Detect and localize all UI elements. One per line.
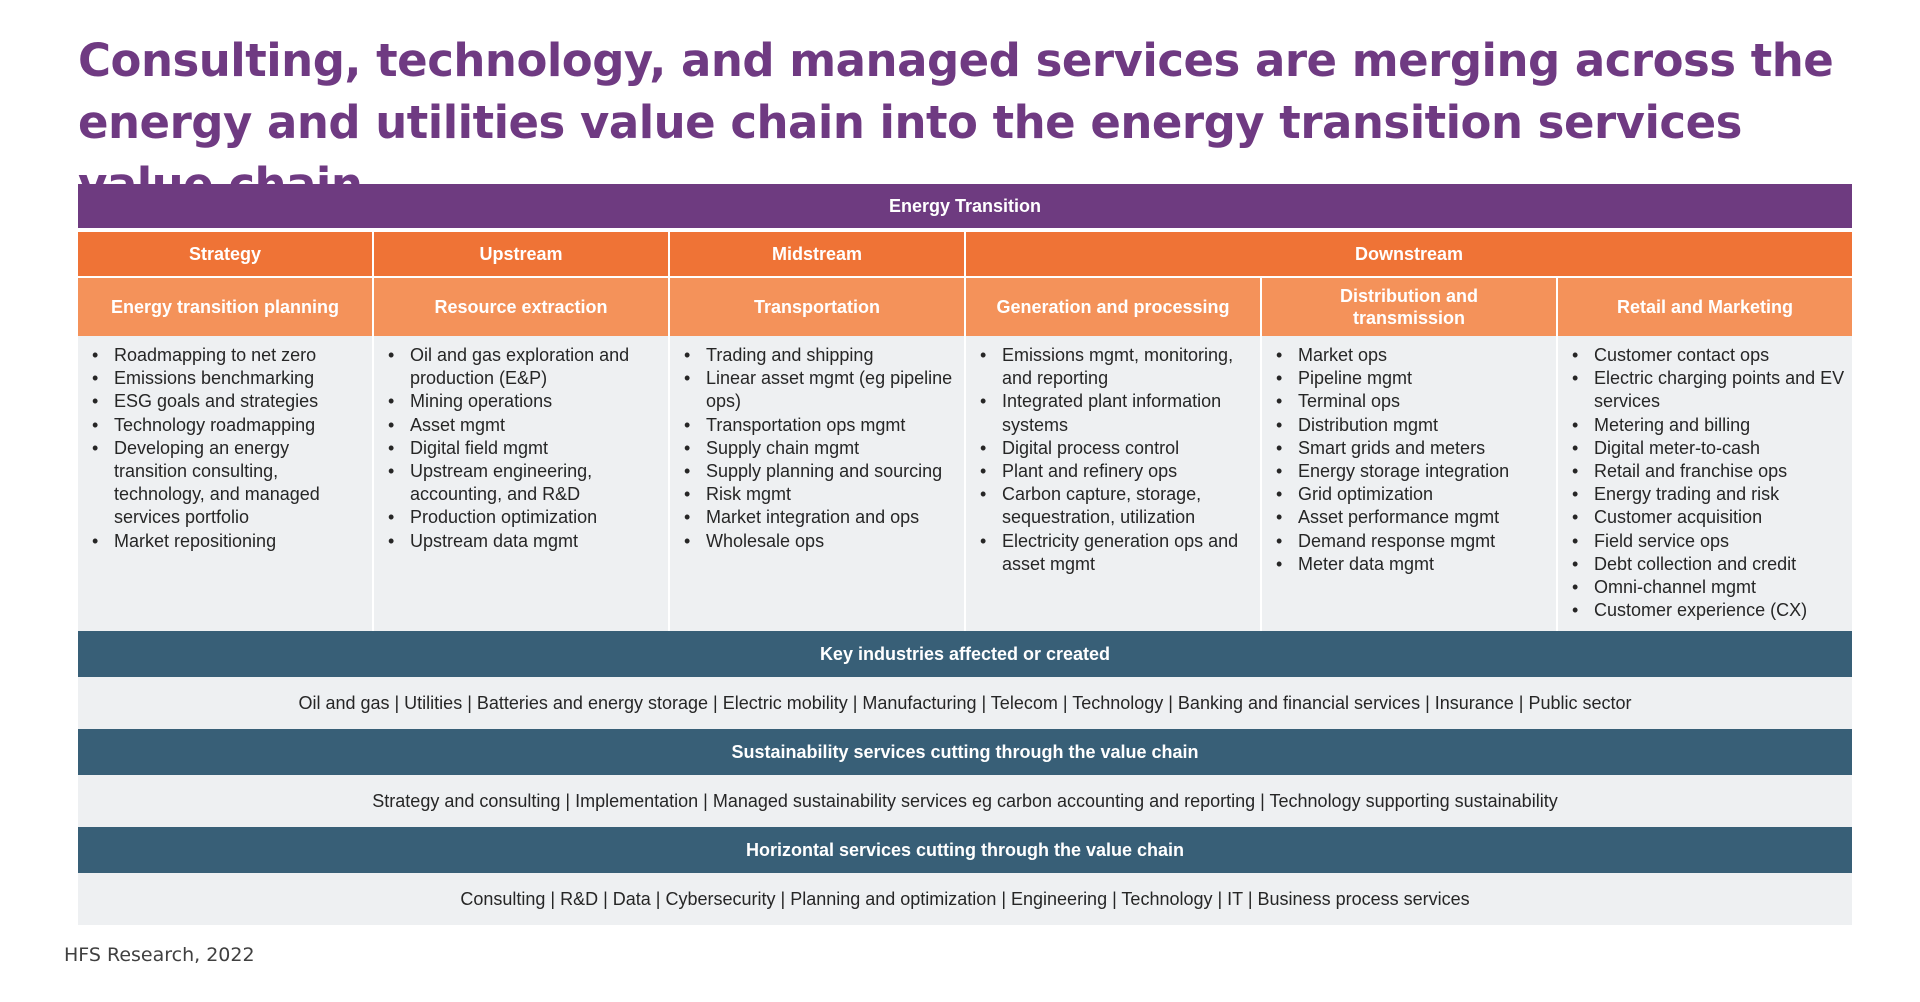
bullet-item: Retail and franchise ops bbox=[1570, 460, 1846, 483]
bullet-item: Smart grids and meters bbox=[1274, 437, 1550, 460]
subheader-distribution-transmission: Distribution and transmission bbox=[1262, 278, 1556, 336]
bullet-item: Omni-channel mgmt bbox=[1570, 576, 1846, 599]
bullet-item: Wholesale ops bbox=[682, 530, 958, 553]
bullet-item: Production optimization bbox=[386, 506, 662, 529]
bullet-list: Oil and gas exploration and production (… bbox=[386, 344, 662, 553]
subheader-energy-transition-planning: Energy transition planning bbox=[78, 278, 372, 336]
column-distribution: Market opsPipeline mgmtTerminal opsDistr… bbox=[1262, 336, 1556, 631]
bullet-item: ESG goals and strategies bbox=[90, 390, 366, 413]
bullet-item: Supply chain mgmt bbox=[682, 437, 958, 460]
bullet-item: Customer experience (CX) bbox=[1570, 599, 1846, 622]
column-strategy: Roadmapping to net zeroEmissions benchma… bbox=[78, 336, 372, 631]
bullet-item: Upstream engineering, accounting, and R&… bbox=[386, 460, 662, 506]
bullet-item: Metering and billing bbox=[1570, 414, 1846, 437]
bullet-item: Electricity generation ops and asset mgm… bbox=[978, 530, 1254, 576]
bullet-item: Customer acquisition bbox=[1570, 506, 1846, 529]
title-line-2: energy and utilities value chain into th… bbox=[78, 96, 1742, 211]
bullet-item: Market integration and ops bbox=[682, 506, 958, 529]
bullet-item: Energy storage integration bbox=[1274, 460, 1550, 483]
bullet-item: Market repositioning bbox=[90, 530, 366, 553]
column-midstream: Trading and shippingLinear asset mgmt (e… bbox=[670, 336, 964, 631]
bullet-item: Market ops bbox=[1274, 344, 1550, 367]
bullet-item: Energy trading and risk bbox=[1570, 483, 1846, 506]
bullet-list: Trading and shippingLinear asset mgmt (e… bbox=[682, 344, 958, 553]
bullet-item: Developing an energy transition consulti… bbox=[90, 437, 366, 530]
sustainability-services-header: Sustainability services cutting through … bbox=[78, 729, 1852, 775]
bullet-item: Demand response mgmt bbox=[1274, 530, 1550, 553]
bullet-item: Emissions mgmt, monitoring, and reportin… bbox=[978, 344, 1254, 390]
segment-downstream: Downstream bbox=[966, 232, 1852, 276]
bullet-item: Risk mgmt bbox=[682, 483, 958, 506]
bullet-item: Linear asset mgmt (eg pipeline ops) bbox=[682, 367, 958, 413]
bullet-item: Debt collection and credit bbox=[1570, 553, 1846, 576]
bullet-item: Electric charging points and EV services bbox=[1570, 367, 1846, 413]
bullet-item: Oil and gas exploration and production (… bbox=[386, 344, 662, 390]
subheader-retail-marketing: Retail and Marketing bbox=[1558, 278, 1852, 336]
segment-midstream: Midstream bbox=[670, 232, 964, 276]
column-upstream: Oil and gas exploration and production (… bbox=[374, 336, 668, 631]
bullet-item: Digital meter-to-cash bbox=[1570, 437, 1846, 460]
bullet-item: Carbon capture, storage, sequestration, … bbox=[978, 483, 1254, 529]
bullet-item: Integrated plant information systems bbox=[978, 390, 1254, 436]
bullet-item: Distribution mgmt bbox=[1274, 414, 1550, 437]
bullet-item: Customer contact ops bbox=[1570, 344, 1846, 367]
bullet-item: Digital field mgmt bbox=[386, 437, 662, 460]
bullet-item: Technology roadmapping bbox=[90, 414, 366, 437]
bullet-item: Upstream data mgmt bbox=[386, 530, 662, 553]
bullet-item: Asset performance mgmt bbox=[1274, 506, 1550, 529]
bullet-list: Market opsPipeline mgmtTerminal opsDistr… bbox=[1274, 344, 1550, 576]
bullet-item: Plant and refinery ops bbox=[978, 460, 1254, 483]
bullet-item: Pipeline mgmt bbox=[1274, 367, 1550, 390]
bullet-item: Mining operations bbox=[386, 390, 662, 413]
subheader-resource-extraction: Resource extraction bbox=[374, 278, 668, 336]
sustainability-services-content: Strategy and consulting | Implementation… bbox=[78, 775, 1852, 827]
source-note: HFS Research, 2022 bbox=[64, 944, 255, 966]
energy-transition-band: Energy Transition bbox=[78, 184, 1852, 228]
horizontal-services-header: Horizontal services cutting through the … bbox=[78, 827, 1852, 873]
title-line-1: Consulting, technology, and managed serv… bbox=[78, 34, 1834, 87]
bullet-item: Asset mgmt bbox=[386, 414, 662, 437]
subheader-generation-processing: Generation and processing bbox=[966, 278, 1260, 336]
bullet-item: Emissions benchmarking bbox=[90, 367, 366, 390]
bullet-item: Terminal ops bbox=[1274, 390, 1550, 413]
segment-strategy: Strategy bbox=[78, 232, 372, 276]
bullet-item: Grid optimization bbox=[1274, 483, 1550, 506]
bullet-list: Customer contact opsElectric charging po… bbox=[1570, 344, 1846, 623]
bullet-item: Meter data mgmt bbox=[1274, 553, 1550, 576]
page-title: Consulting, technology, and managed serv… bbox=[78, 30, 1878, 216]
subheader-transportation: Transportation bbox=[670, 278, 964, 336]
bullet-list: Emissions mgmt, monitoring, and reportin… bbox=[978, 344, 1254, 576]
column-retail: Customer contact opsElectric charging po… bbox=[1558, 336, 1852, 631]
value-chain-diagram: Energy Transition Strategy Upstream Mids… bbox=[78, 184, 1852, 925]
bullet-list: Roadmapping to net zeroEmissions benchma… bbox=[90, 344, 366, 553]
segment-upstream: Upstream bbox=[374, 232, 668, 276]
bullet-item: Digital process control bbox=[978, 437, 1254, 460]
bullet-item: Transportation ops mgmt bbox=[682, 414, 958, 437]
key-industries-header: Key industries affected or created bbox=[78, 631, 1852, 677]
bullet-item: Supply planning and sourcing bbox=[682, 460, 958, 483]
bullet-item: Trading and shipping bbox=[682, 344, 958, 367]
column-generation: Emissions mgmt, monitoring, and reportin… bbox=[966, 336, 1260, 631]
bullet-item: Roadmapping to net zero bbox=[90, 344, 366, 367]
bullet-item: Field service ops bbox=[1570, 530, 1846, 553]
horizontal-services-content: Consulting | R&D | Data | Cybersecurity … bbox=[78, 873, 1852, 925]
key-industries-content: Oil and gas | Utilities | Batteries and … bbox=[78, 677, 1852, 729]
